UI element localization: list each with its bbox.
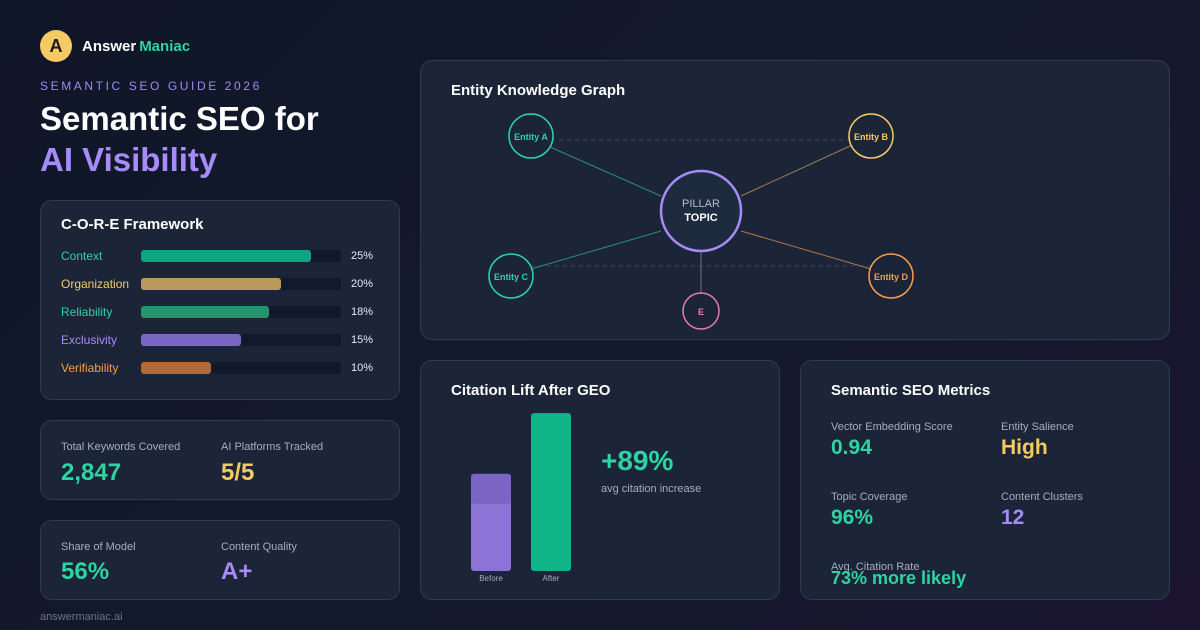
- core-item-percent: 20%: [351, 278, 374, 290]
- core-item-track: [141, 334, 341, 346]
- core-item-percent: 25%: [351, 250, 374, 262]
- entity-b-node: [848, 113, 894, 159]
- core-item-label: Exclusivity: [61, 333, 118, 347]
- share-label: Share of Model: [61, 541, 136, 553]
- core-item-label: Organization: [61, 277, 130, 291]
- share-stats-panel: Share of Model 56% Content Quality A+: [40, 520, 400, 600]
- core-item-track: [141, 278, 341, 290]
- core-item: Context 25%: [61, 247, 381, 267]
- keywords-label: Total Keywords Covered: [61, 441, 181, 453]
- quality-label: Content Quality: [221, 541, 297, 553]
- core-item-percent: 10%: [351, 362, 374, 374]
- graph-link-center-b: [740, 140, 862, 197]
- topic-coverage-value: 96%: [831, 506, 874, 529]
- citation-lift-value: +89%: [601, 445, 674, 476]
- core-item-percent: 15%: [351, 334, 374, 346]
- brand-name-part1: Answer: [82, 38, 137, 55]
- core-item-fill: [141, 306, 269, 318]
- brand-name: Answer Maniac: [82, 38, 190, 55]
- graph-link-center-d: [740, 230, 872, 270]
- core-item-label: Reliability: [61, 305, 113, 319]
- core-framework-panel: C-O-R-E Framework Context 25% Organization…: [40, 200, 400, 400]
- bar-after: [531, 413, 571, 571]
- entity-c-node: [488, 253, 534, 299]
- knowledge-graph-title: Entity Knowledge Graph: [451, 82, 626, 99]
- platforms-value: 5/5: [221, 459, 255, 486]
- citation-lift-caption: avg citation increase: [601, 483, 702, 495]
- platforms-label: AI Platforms Tracked: [221, 441, 324, 453]
- entity-b-label: Entity B: [854, 132, 889, 142]
- entity-c-label: Entity C: [494, 272, 529, 282]
- bar-before-label: Before: [479, 574, 503, 583]
- graph-link-center-a: [540, 142, 662, 197]
- keywords-stats-panel: Total Keywords Covered 2,847 AI Platform…: [40, 420, 400, 500]
- hero-title-line2: AI Visibility: [40, 141, 218, 178]
- bar-before-top: [471, 473, 511, 504]
- core-item-track: [141, 306, 341, 318]
- core-item: Exclusivity 15%: [61, 331, 381, 351]
- core-item: Organization 20%: [61, 275, 381, 295]
- seo-metrics-title: Semantic SEO Metrics: [831, 382, 991, 399]
- bar-after-label: After: [543, 574, 560, 583]
- footer-url: answermaniac.ai: [40, 611, 123, 623]
- citation-rate-value: 73% more likely: [831, 568, 967, 588]
- core-item-label: Context: [61, 249, 103, 263]
- core-item: Verifiability 10%: [61, 359, 381, 379]
- vector-score-value: 0.94: [831, 436, 872, 459]
- core-item-track: [141, 362, 341, 374]
- entity-salience-label: Entity Salience: [1001, 421, 1074, 433]
- knowledge-graph-panel: Entity Knowledge Graph PILLAR TOPIC Enti…: [420, 60, 1170, 340]
- entity-e-label: E: [698, 307, 704, 317]
- content-clusters-value: 12: [1001, 506, 1025, 529]
- core-item-percent: 18%: [351, 306, 374, 318]
- core-item: Reliability 18%: [61, 303, 381, 323]
- core-item-fill: [141, 362, 211, 374]
- core-item-fill: [141, 334, 241, 346]
- brand-name-part2: Maniac: [139, 38, 191, 55]
- hero-eyebrow: SEMANTIC SEO GUIDE 2026: [40, 79, 262, 93]
- citation-lift-title: Citation Lift After GEO: [451, 382, 611, 399]
- citation-rate-label: Avg. Citation Rate: [831, 561, 920, 573]
- core-item-fill: [141, 250, 311, 262]
- entity-d-label: Entity D: [874, 272, 909, 282]
- citation-bar-chart: Before After: [471, 413, 571, 583]
- entity-d-node: [868, 253, 914, 299]
- entity-e-node: [682, 292, 720, 330]
- topic-coverage-label: Topic Coverage: [831, 491, 908, 503]
- entity-a-label: Entity A: [514, 132, 548, 142]
- pillar-topic-line2: TOPIC: [684, 212, 717, 224]
- entity-salience-value: High: [1001, 436, 1048, 459]
- pillar-topic-node: [659, 169, 743, 253]
- content-clusters-label: Content Clusters: [1001, 491, 1083, 503]
- seo-metrics-panel: Semantic SEO Metrics Vector Embedding Sc…: [800, 360, 1170, 600]
- keywords-value: 2,847: [61, 459, 122, 486]
- entity-a-node: [508, 113, 554, 159]
- logo-icon: A: [40, 30, 72, 62]
- quality-value: A+: [221, 558, 253, 585]
- vector-score-label: Vector Embedding Score: [831, 421, 953, 433]
- core-item-track: [141, 250, 341, 262]
- citation-lift-panel: Citation Lift After GEO Before After +89%…: [420, 360, 780, 600]
- hero-title-line1: Semantic SEO for: [40, 100, 319, 137]
- pillar-topic-line1: PILLAR: [682, 198, 720, 210]
- graph-link-center-c: [530, 230, 662, 270]
- share-value: 56%: [61, 558, 110, 585]
- knowledge-graph: PILLAR TOPIC Entity A Entity B Entity C …: [488, 113, 914, 330]
- core-item-fill: [141, 278, 281, 290]
- core-item-label: Verifiability: [61, 361, 119, 375]
- core-framework-title: C-O-R-E Framework: [61, 216, 204, 233]
